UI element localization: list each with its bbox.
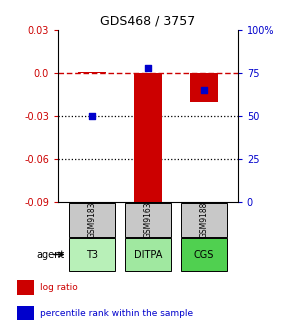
Text: GSM9183: GSM9183 [87, 201, 96, 238]
Bar [125, 203, 171, 237]
Bar [190, 73, 218, 102]
Bar [69, 203, 115, 237]
Title: GDS468 / 3757: GDS468 / 3757 [100, 15, 195, 28]
Bar [181, 203, 227, 237]
Text: agent: agent [36, 250, 64, 259]
Bar [181, 238, 227, 271]
Text: CGS: CGS [194, 250, 214, 259]
Point [202, 88, 206, 93]
Text: DITPA: DITPA [134, 250, 162, 259]
Bar [17, 306, 35, 320]
Bar [134, 73, 162, 205]
Point [89, 113, 94, 119]
Text: GSM9163: GSM9163 [143, 201, 153, 238]
Bar [78, 72, 106, 73]
Text: T3: T3 [86, 250, 98, 259]
Text: GSM9188: GSM9188 [200, 201, 209, 238]
Text: percentile rank within the sample: percentile rank within the sample [40, 308, 193, 318]
Text: log ratio: log ratio [40, 283, 78, 292]
Bar [17, 281, 35, 294]
Bar [69, 238, 115, 271]
Bar [125, 238, 171, 271]
Point [146, 65, 150, 71]
